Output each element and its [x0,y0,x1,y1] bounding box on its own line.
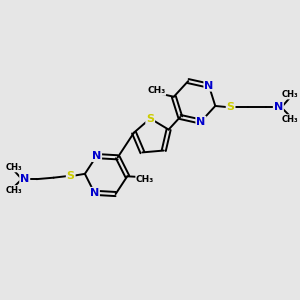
Text: N: N [204,81,214,91]
Text: N: N [20,174,29,184]
Text: CH₃: CH₃ [281,115,298,124]
Text: S: S [67,171,75,181]
Text: CH₃: CH₃ [6,163,22,172]
Text: CH₃: CH₃ [6,186,22,195]
Text: N: N [90,188,99,198]
Text: CH₃: CH₃ [147,86,166,95]
Text: CH₃: CH₃ [136,175,154,184]
Text: S: S [226,102,235,112]
Text: CH₃: CH₃ [281,90,298,99]
Text: S: S [146,113,154,124]
Text: N: N [274,102,283,112]
Text: N: N [196,117,206,127]
Text: N: N [92,151,101,161]
